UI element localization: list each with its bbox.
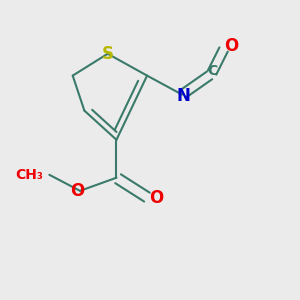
Text: O: O <box>224 38 238 56</box>
Text: C: C <box>208 64 218 78</box>
Text: N: N <box>177 87 190 105</box>
Text: O: O <box>70 182 84 200</box>
Text: O: O <box>149 189 163 207</box>
Text: S: S <box>102 45 114 63</box>
Text: CH₃: CH₃ <box>16 168 44 182</box>
